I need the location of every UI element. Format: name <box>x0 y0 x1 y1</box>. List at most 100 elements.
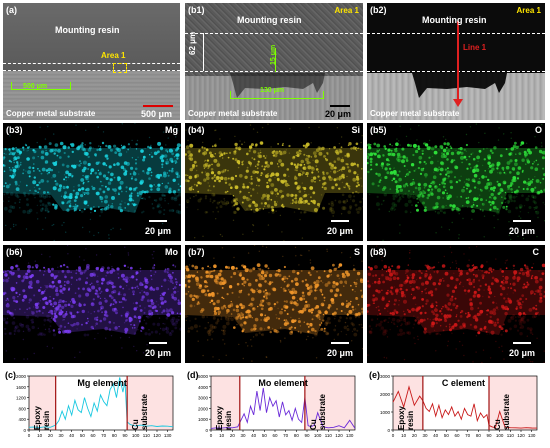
substrate-label: Copper metal substrate <box>6 109 96 118</box>
panel-label: (b5) <box>370 125 387 135</box>
x-tick-label: 0 <box>392 433 395 438</box>
y-tick-label: 400 <box>18 417 26 422</box>
x-tick-label: 90 <box>486 433 492 438</box>
scale-bar <box>143 105 173 107</box>
scale-label: 20 μm <box>145 226 172 236</box>
line-scan-plot: 5000 4000 3000 2000 1000 00 10 20 30 40 50 60 70 80 90… <box>198 374 356 438</box>
x-tick-label: 130 <box>528 433 536 438</box>
x-tick-label: 50 <box>444 433 450 438</box>
coating-layer-shape <box>412 73 507 98</box>
resin-label: Mounting resin <box>422 15 487 25</box>
element-label: Mo <box>165 247 178 257</box>
width-dimension-marker <box>230 91 324 99</box>
eds-map-o: (b5) O 20 μm <box>367 123 545 241</box>
x-tick-label: 20 <box>412 433 418 438</box>
y-tick-label: 0 <box>205 428 208 433</box>
left-region-label: resin <box>42 411 51 430</box>
element-distribution <box>3 245 181 360</box>
chart-d: (d) 5000 4000 3000 2000 1000 0 0 10 20 30 40 50 60 70… <box>185 368 363 446</box>
x-tick-label: 20 <box>48 433 54 438</box>
x-tick-label: 20 <box>230 433 236 438</box>
x-tick-label: 100 <box>314 433 322 438</box>
x-tick-label: 30 <box>422 433 428 438</box>
x-tick-label: 60 <box>272 433 278 438</box>
panel-b2: (b2) Area 1 Mounting resin Line 1 Copper… <box>367 3 545 120</box>
chart-label: (c) <box>5 370 16 380</box>
y-tick-label: 5000 <box>198 374 209 379</box>
panel-label: (b1) <box>188 5 205 15</box>
series-line <box>210 387 356 429</box>
width-dimension-label: 130 μm <box>260 87 285 94</box>
series-line <box>28 377 174 429</box>
plot-frame <box>210 375 356 431</box>
y-tick-label: 3000 <box>380 374 391 379</box>
resin-region <box>211 376 240 430</box>
y-tick-label: 0 <box>23 428 26 433</box>
x-tick-label: 110 <box>507 433 515 438</box>
right-region-label: substrate <box>140 393 149 430</box>
scale-label: 20 μm <box>509 226 536 236</box>
element-title: Mo element <box>258 378 308 388</box>
boundary-dashed-line <box>3 70 180 71</box>
mounting-resin-region <box>3 3 180 71</box>
boundary-dashed-line <box>367 71 545 72</box>
height-dimension-marker <box>203 33 204 71</box>
element-label: C <box>529 247 542 257</box>
x-tick-label: 30 <box>240 433 246 438</box>
x-tick-label: 120 <box>153 433 161 438</box>
x-tick-label: 10 <box>219 433 225 438</box>
x-tick-label: 90 <box>304 433 310 438</box>
eds-map-mo: (b6) Mo 20 μm <box>3 245 181 363</box>
x-tick-label: 40 <box>69 433 75 438</box>
element-label: Si <box>351 125 360 135</box>
x-tick-label: 130 <box>346 433 354 438</box>
left-region-label: Epoxy <box>397 405 406 430</box>
resin-label: Mounting resin <box>237 15 302 25</box>
eds-map-c: (b8) C 20 μm <box>367 245 545 363</box>
substrate-label: Copper metal substrate <box>188 109 278 118</box>
panel-label: (b3) <box>6 125 23 135</box>
scale-bar <box>513 342 531 344</box>
element-distribution <box>367 245 545 363</box>
chart-label: (e) <box>369 370 380 380</box>
mounting-resin-region <box>185 3 363 76</box>
y-tick-label: 2000 <box>16 374 27 379</box>
area-label: Area 1 <box>101 51 126 60</box>
boundary-dashed-line <box>3 63 180 64</box>
x-tick-label: 0 <box>210 433 213 438</box>
left-region-label: resin <box>406 411 415 430</box>
chart-e: (e) 3000 2000 1000 0 0 10 20 30 40 50 60 70 80 90 100 1… <box>367 368 545 446</box>
panel-label: (a) <box>6 5 17 15</box>
height-dimension-label: 62 μm <box>188 31 197 55</box>
boundary-dashed-line <box>185 33 363 34</box>
plot-frame <box>28 375 174 431</box>
eds-map-s: (b7) S 20 μm <box>185 245 363 363</box>
boundary-dashed-line <box>367 33 545 34</box>
x-tick-label: 110 <box>325 433 333 438</box>
panel-b1: (b1) Area 1 Mounting resin 62 μm 15 μm 1… <box>185 3 363 120</box>
layer-dimension-label: 15 μm <box>270 44 277 65</box>
element-label: O <box>534 125 542 135</box>
panel-label: (b8) <box>370 247 387 257</box>
scale-label: 500 μm <box>141 109 173 119</box>
line-scan-plot: 3000 2000 1000 00 10 20 30 40 50 60 70 80 90 100 110 12… <box>380 374 538 438</box>
x-tick-label: 120 <box>335 433 343 438</box>
substrate-region <box>304 376 355 430</box>
element-title: C element <box>442 378 485 388</box>
layer-dimension-marker <box>275 48 276 72</box>
x-tick-label: 30 <box>58 433 64 438</box>
left-region-label: resin <box>224 411 233 430</box>
element-title: Mg element <box>77 378 127 388</box>
scale-bar <box>149 220 167 222</box>
line-scan-plot: 2000 1600 1200 800 400 00 10 20 30 40 50 60 70 80 90 10… <box>16 374 174 438</box>
resin-region <box>393 376 423 430</box>
element-distribution <box>185 123 363 241</box>
scale-label: 20 μm <box>509 348 536 358</box>
scale-bar <box>331 342 349 344</box>
x-tick-label: 0 <box>28 433 31 438</box>
resin-region <box>29 376 56 430</box>
x-tick-label: 60 <box>454 433 460 438</box>
right-region-label: substrate <box>318 393 327 430</box>
element-distribution <box>3 123 181 241</box>
substrate-region <box>127 376 173 430</box>
